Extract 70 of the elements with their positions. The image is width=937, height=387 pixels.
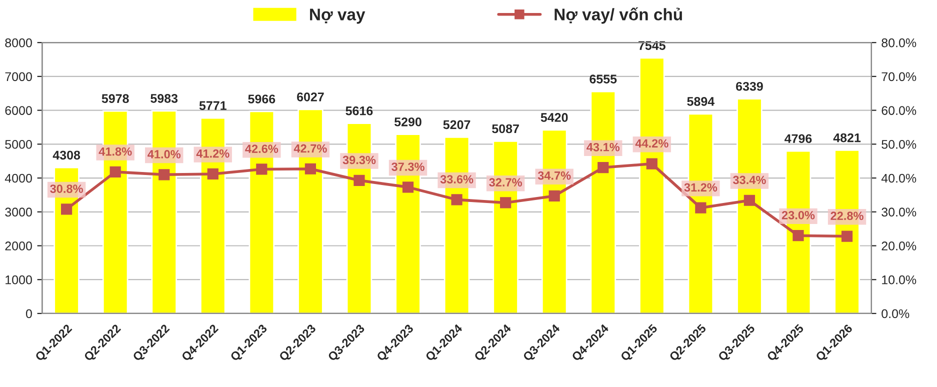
y2-tick-label: 20.0% xyxy=(882,242,916,250)
y-tick-label: 4000 xyxy=(4,174,32,183)
data-label: 5966 xyxy=(248,94,276,104)
data-label: 5894 xyxy=(687,97,715,106)
data-label: 5087 xyxy=(492,124,519,134)
data-label: 39.3% xyxy=(342,156,376,164)
data-label: 33.6% xyxy=(440,175,474,184)
point xyxy=(792,230,804,242)
data-label: 32.7% xyxy=(489,178,522,187)
legend-label: Nợ vay xyxy=(310,8,366,24)
y-tick-label: 0 xyxy=(26,309,32,318)
point xyxy=(841,230,853,242)
data-label: 6555 xyxy=(590,74,617,84)
point xyxy=(451,194,462,206)
y-tick-label: 8000 xyxy=(5,38,32,48)
data-label: 30.8% xyxy=(50,184,83,193)
data-label: 42.7% xyxy=(294,144,327,153)
legend-label: Nợ vay/ vốn chủ xyxy=(554,7,682,24)
point xyxy=(598,162,609,174)
data-label: 5983 xyxy=(150,94,178,103)
y-tick-label: 7000 xyxy=(5,72,32,82)
data-label: 44.2% xyxy=(635,139,668,148)
data-label: 23.0% xyxy=(782,211,815,220)
point xyxy=(402,182,414,193)
data-label: 4308 xyxy=(52,150,80,160)
y2-tick-label: 40.0% xyxy=(881,174,916,183)
point xyxy=(207,168,218,180)
data-label: 6027 xyxy=(297,92,324,102)
data-label: 37.3% xyxy=(392,162,424,171)
data-label: 5978 xyxy=(102,94,129,104)
data-label: 5290 xyxy=(394,117,422,126)
data-label: 5420 xyxy=(540,113,568,122)
point xyxy=(110,166,121,178)
y2-tick-label: 50.0% xyxy=(882,140,916,149)
data-label: 34.7% xyxy=(538,171,571,180)
point xyxy=(500,197,512,208)
y2-tick-label: 30.0% xyxy=(882,208,916,217)
point xyxy=(304,163,316,174)
point xyxy=(695,202,706,214)
point xyxy=(548,190,560,202)
point xyxy=(158,169,170,180)
data-label: 31.2% xyxy=(684,183,718,192)
data-label: 41.2% xyxy=(196,149,230,158)
point xyxy=(61,204,72,215)
y2-tick-label: 10.0% xyxy=(882,275,916,284)
data-label: 33.4% xyxy=(732,176,766,184)
data-label: 5207 xyxy=(443,120,470,130)
y-tick-label: 3000 xyxy=(5,208,32,217)
data-label: 5771 xyxy=(199,101,226,110)
data-label: 41.8% xyxy=(98,147,132,156)
y2-tick-label: 70.0% xyxy=(882,72,916,82)
data-label: 4796 xyxy=(784,134,812,144)
point xyxy=(646,158,658,170)
data-label: 5616 xyxy=(346,106,373,116)
y-tick-label: 2000 xyxy=(5,242,32,250)
data-label: 6339 xyxy=(736,82,763,91)
y2-tick-label: 80.0% xyxy=(882,38,916,48)
data-label: 42.6% xyxy=(245,144,278,153)
data-label: 4821 xyxy=(833,133,861,142)
data-label: 43.1% xyxy=(586,142,620,152)
y-tick-label: 5000 xyxy=(5,140,32,149)
y-tick-label: 1000 xyxy=(6,275,32,284)
point xyxy=(744,194,756,206)
point xyxy=(354,174,365,186)
data-label: 22.8% xyxy=(830,212,864,220)
data-label: 41.0% xyxy=(148,150,181,158)
y2-tick-label: 60.0% xyxy=(882,106,916,115)
y2-tick-label: 0.0% xyxy=(882,309,910,318)
y-tick-label: 6000 xyxy=(5,106,32,115)
point xyxy=(256,164,268,175)
